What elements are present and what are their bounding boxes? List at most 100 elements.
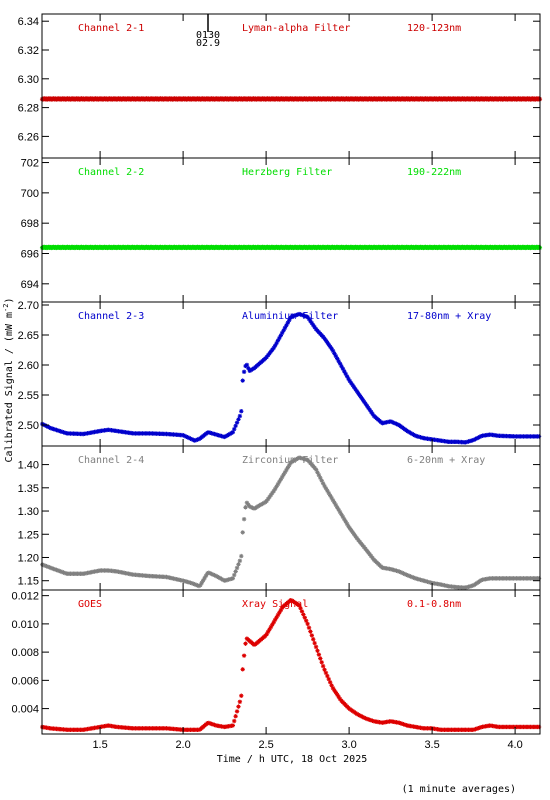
y-axis-title-main: Calibrated Signal / (mW m [4, 312, 15, 463]
data-point [333, 690, 339, 695]
data-point [59, 569, 65, 575]
data-point [289, 314, 295, 319]
data-point [329, 346, 334, 351]
data-point [192, 438, 197, 443]
data-point [335, 692, 340, 697]
data-point [367, 552, 372, 557]
data-point [318, 656, 323, 661]
x-tick-label: 1.5 [92, 739, 107, 751]
data-point [280, 474, 285, 480]
data-point [336, 507, 341, 512]
data-point [391, 420, 396, 425]
data-point [368, 553, 374, 559]
data-point [275, 338, 281, 343]
data-point [186, 435, 192, 441]
data-point [263, 633, 268, 639]
data-point [315, 470, 320, 475]
data-point [315, 648, 320, 653]
data-point [285, 320, 291, 325]
data-point [318, 475, 323, 481]
data-point [234, 565, 240, 571]
data-point [292, 313, 298, 318]
y-tick-label: 1.25 [18, 529, 39, 541]
data-point [241, 369, 247, 375]
data-point [278, 477, 283, 482]
data-point [404, 572, 409, 577]
y-tick-label: 702 [21, 158, 39, 170]
data-point [330, 498, 336, 503]
data-point [325, 673, 330, 679]
data-point [322, 336, 327, 341]
data-point [271, 488, 276, 494]
data-point [240, 530, 245, 535]
data-point [285, 465, 291, 470]
data-point [354, 536, 360, 541]
data-point [193, 582, 199, 588]
y-tick-label: 1.15 [18, 576, 39, 588]
data-point [344, 374, 350, 379]
data-point [337, 696, 343, 702]
data-point [270, 347, 275, 352]
data-point [478, 578, 484, 583]
x-tick-label: 3.5 [424, 739, 439, 751]
data-point [241, 516, 247, 522]
data-point [333, 353, 339, 359]
panel-frame [41, 589, 541, 735]
data-point [349, 528, 354, 533]
data-point [184, 434, 189, 439]
data-points-layer [39, 96, 543, 732]
data-point [311, 322, 316, 328]
data-point [270, 622, 275, 627]
data-point [339, 512, 344, 517]
data-point [313, 467, 319, 472]
data-point [367, 407, 372, 412]
channel-label: Channel 2-3 [78, 311, 144, 322]
data-point [244, 362, 250, 368]
data-point [319, 478, 324, 483]
data-point [239, 409, 244, 414]
data-point [264, 354, 269, 360]
data-point [311, 637, 316, 642]
data-point [275, 612, 281, 618]
data-point [295, 312, 300, 317]
data-point [202, 575, 207, 581]
data-point [61, 570, 66, 575]
filter-label: Aluminium Filter [242, 311, 338, 322]
data-point [303, 314, 309, 319]
data-point [327, 344, 333, 349]
data-point [360, 397, 365, 402]
data-point [309, 633, 315, 638]
data-point [388, 419, 394, 424]
data-point [357, 539, 363, 545]
data-point [306, 625, 312, 630]
data-point [55, 568, 61, 573]
y-tick-label: 1.40 [18, 460, 39, 472]
panel-frame [41, 13, 541, 159]
y-tick-label: 0.012 [11, 591, 39, 603]
data-point [409, 574, 415, 580]
data-point [332, 351, 337, 356]
y-axis-title: Calibrated Signal / (mW m-2) [2, 298, 15, 463]
data-point [322, 483, 327, 489]
data-point [359, 541, 364, 546]
data-point [240, 378, 245, 383]
data-point [366, 550, 371, 555]
data-point [275, 481, 281, 487]
data-point [268, 349, 274, 354]
data-point [299, 312, 305, 318]
data-point [343, 371, 348, 377]
data-point [298, 312, 303, 317]
y-tick-label: 1.20 [18, 552, 39, 564]
x-axis-title: Time / h UTC, 18 Oct 2025 [217, 754, 368, 765]
channel-label: Channel 2-2 [78, 167, 144, 178]
data-point [47, 565, 52, 570]
data-point [299, 609, 305, 614]
data-point [305, 621, 310, 627]
filter-label: Xray Signal [242, 599, 308, 610]
data-point [326, 676, 331, 682]
data-point [248, 504, 254, 510]
band-label: 17-80nm + Xray [407, 311, 491, 322]
data-point [243, 641, 248, 646]
data-point [347, 379, 353, 384]
